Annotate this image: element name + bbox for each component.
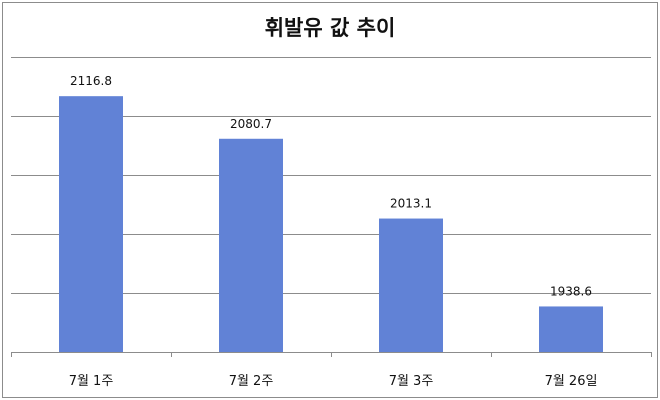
chart-title: 휘발유 값 추이: [264, 16, 396, 40]
data-label: 2080.7: [230, 117, 272, 131]
bar: [59, 96, 123, 353]
data-label: 1938.6: [550, 284, 592, 298]
x-tick-label: 7월 3주: [389, 374, 434, 389]
x-tick-label: 7월 26일: [545, 374, 598, 389]
bar: [219, 138, 283, 352]
bar: [539, 306, 603, 352]
x-tick-label: 7월 1주: [69, 374, 114, 389]
data-label: 2116.8: [70, 74, 112, 88]
data-label: 2013.1: [390, 197, 432, 211]
bar: [379, 218, 443, 352]
x-tick-label: 7월 2주: [229, 374, 274, 389]
